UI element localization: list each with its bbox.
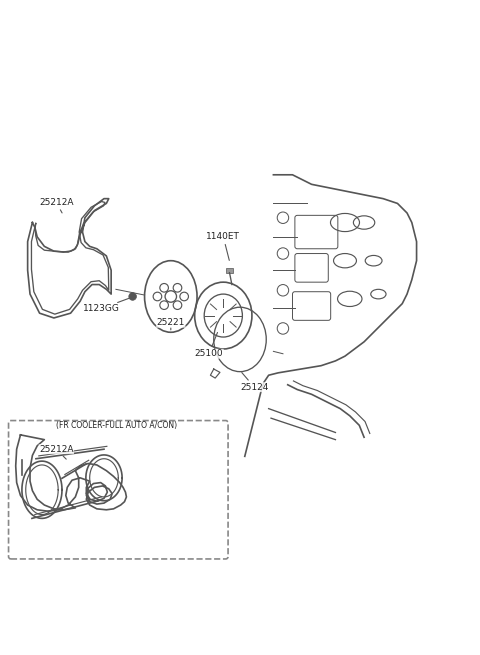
Text: 25124: 25124 <box>240 373 268 392</box>
Text: 25212A: 25212A <box>39 198 73 213</box>
Text: 1123GG: 1123GG <box>83 298 130 313</box>
Text: 25221: 25221 <box>156 318 185 330</box>
Bar <box>226 268 233 272</box>
Text: (FR COOLER-FULL AUTO A/CON): (FR COOLER-FULL AUTO A/CON) <box>56 421 178 430</box>
Circle shape <box>129 293 136 300</box>
Text: 1140ET: 1140ET <box>206 233 240 261</box>
Text: 25100: 25100 <box>195 333 223 358</box>
Text: 25212A: 25212A <box>39 445 73 459</box>
